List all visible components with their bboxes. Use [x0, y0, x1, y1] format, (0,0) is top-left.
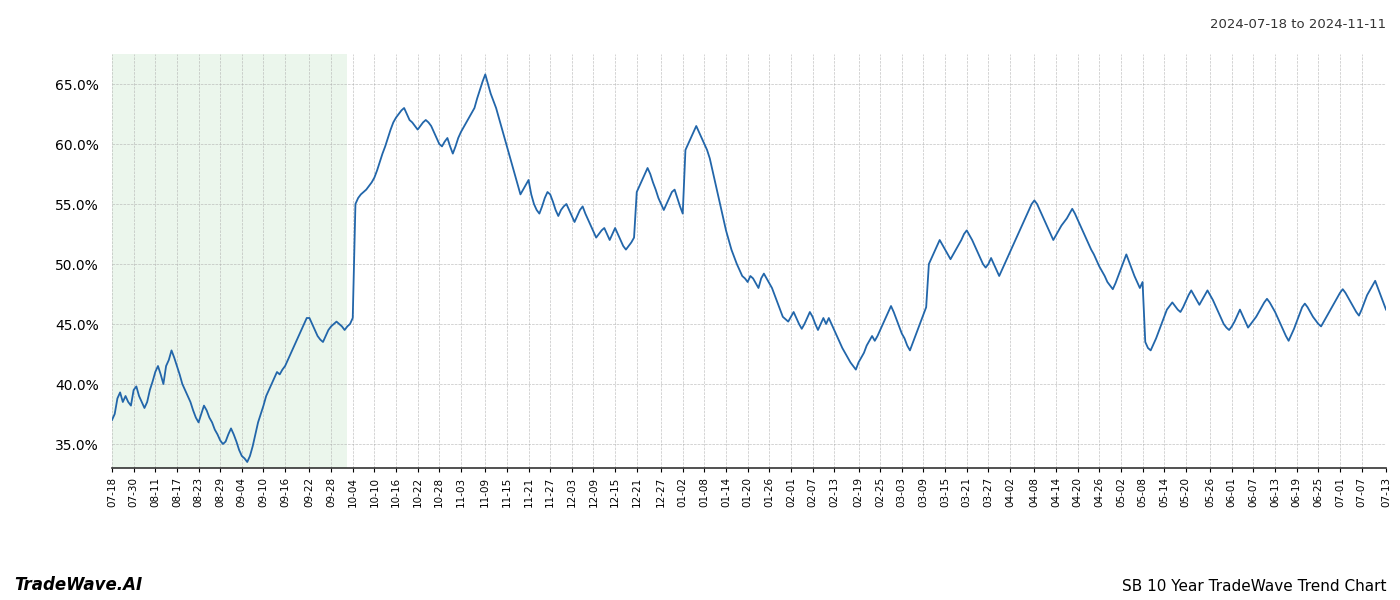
Bar	[112, 54, 347, 468]
Text: TradeWave.AI: TradeWave.AI	[14, 576, 143, 594]
Text: 2024-07-18 to 2024-11-11: 2024-07-18 to 2024-11-11	[1210, 18, 1386, 31]
Text: SB 10 Year TradeWave Trend Chart: SB 10 Year TradeWave Trend Chart	[1121, 579, 1386, 594]
